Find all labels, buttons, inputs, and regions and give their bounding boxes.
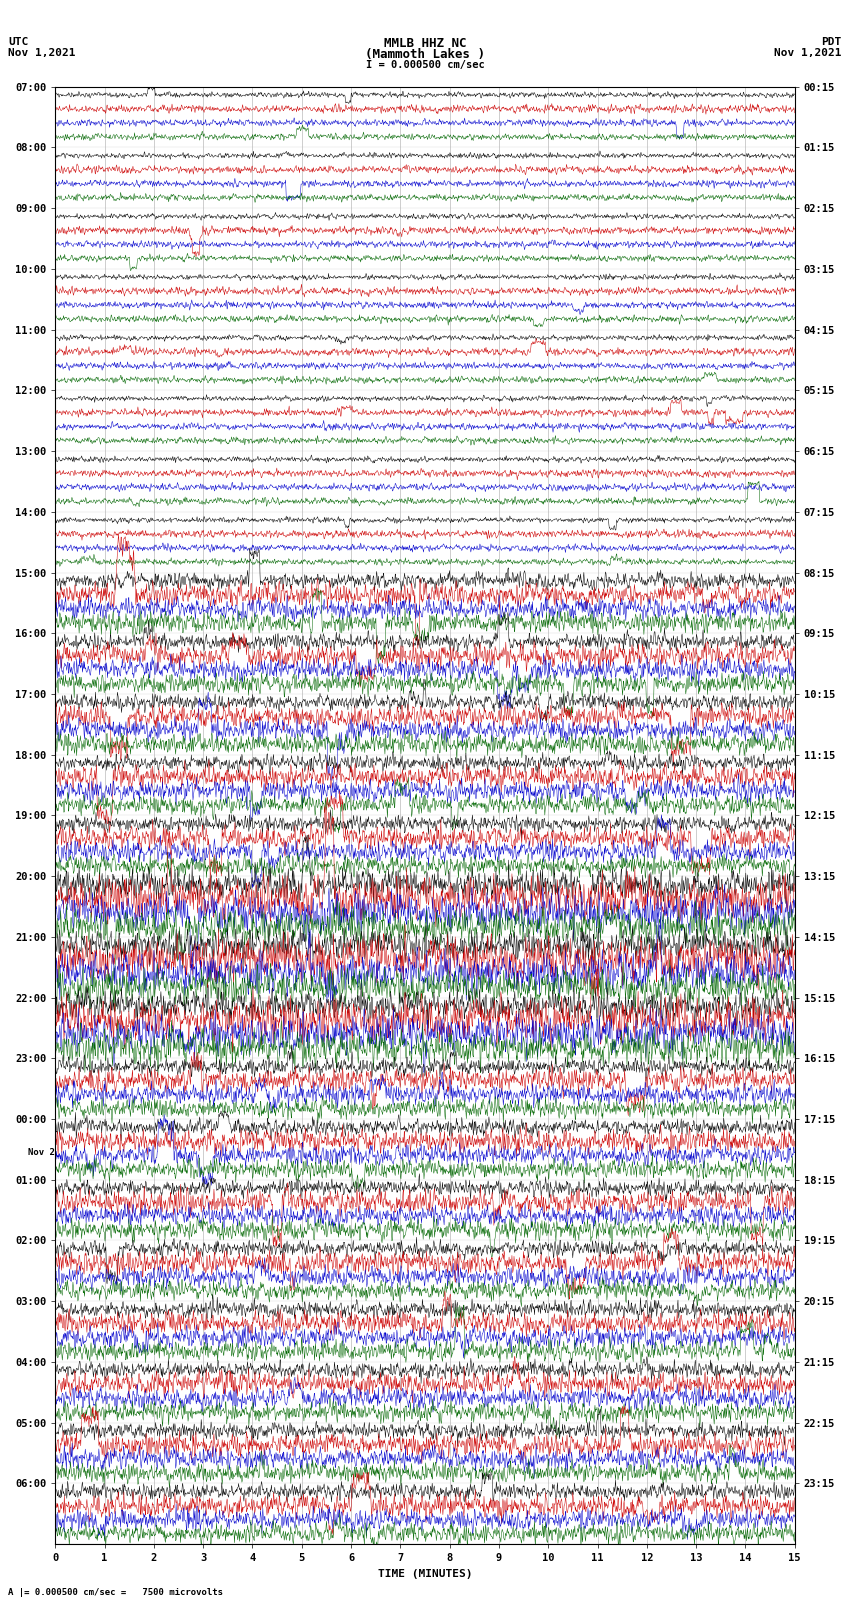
Text: Nov 1,2021: Nov 1,2021 [8,48,76,58]
Text: MMLB HHZ NC: MMLB HHZ NC [383,37,467,50]
Text: UTC: UTC [8,37,29,47]
Text: (Mammoth Lakes ): (Mammoth Lakes ) [365,48,485,61]
Text: Nov 2: Nov 2 [28,1148,54,1157]
Text: I = 0.000500 cm/sec: I = 0.000500 cm/sec [366,60,484,69]
Text: PDT: PDT [821,37,842,47]
Text: Nov 1,2021: Nov 1,2021 [774,48,842,58]
X-axis label: TIME (MINUTES): TIME (MINUTES) [377,1569,473,1579]
Text: A |= 0.000500 cm/sec =   7500 microvolts: A |= 0.000500 cm/sec = 7500 microvolts [8,1587,224,1597]
